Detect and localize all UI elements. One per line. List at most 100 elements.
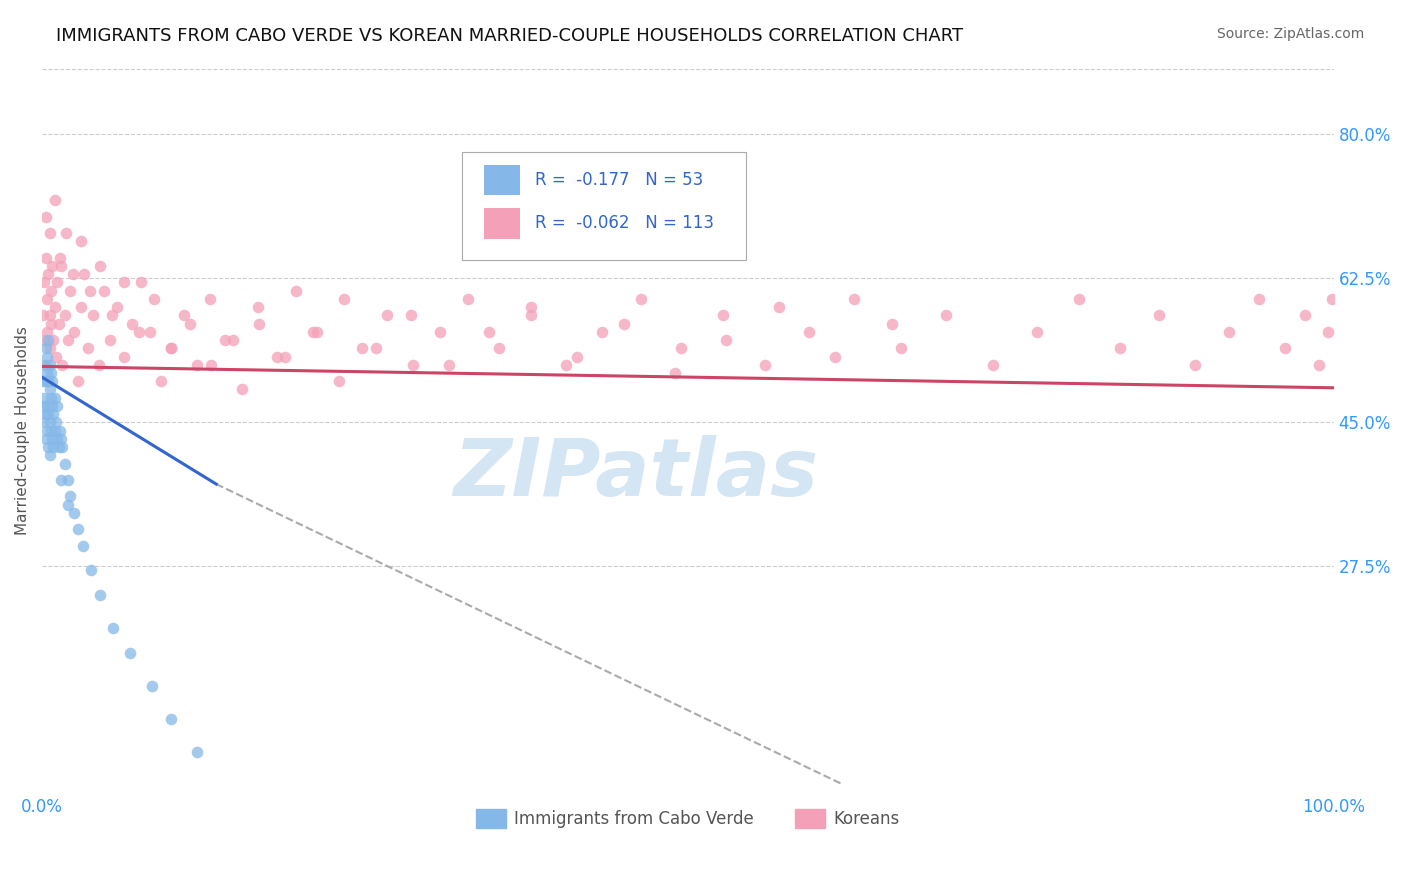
Point	[46, 276, 69, 290]
Point	[366, 341, 388, 355]
Point	[231, 383, 253, 397]
Point	[93, 284, 115, 298]
Point	[32, 399, 55, 413]
Point	[34, 358, 56, 372]
Point	[401, 358, 423, 372]
Point	[880, 317, 903, 331]
Point	[890, 341, 912, 355]
Point	[39, 424, 62, 438]
Text: R =  -0.062   N = 113: R = -0.062 N = 113	[536, 214, 714, 233]
Point	[34, 276, 56, 290]
Point	[141, 679, 163, 693]
Point	[35, 366, 58, 380]
Point	[66, 374, 89, 388]
Text: ZIPatlas: ZIPatlas	[454, 435, 818, 513]
Point	[66, 522, 89, 536]
Point	[42, 407, 65, 421]
Point	[1069, 292, 1091, 306]
Point	[53, 457, 76, 471]
Point	[160, 341, 183, 355]
Point	[89, 259, 111, 273]
Point	[34, 391, 56, 405]
Point	[35, 350, 58, 364]
Point	[186, 358, 208, 372]
Point	[401, 309, 423, 323]
Point	[981, 358, 1004, 372]
Point	[214, 333, 236, 347]
Point	[34, 374, 56, 388]
Point	[565, 350, 588, 364]
Point	[520, 300, 543, 314]
Point	[49, 424, 72, 438]
Point	[44, 193, 66, 207]
Point	[37, 333, 59, 347]
Point	[711, 309, 734, 323]
Point	[352, 341, 374, 355]
Point	[39, 317, 62, 331]
Point	[266, 350, 288, 364]
Point	[48, 317, 70, 331]
Point	[246, 300, 269, 314]
Point	[222, 333, 245, 347]
Point	[302, 325, 325, 339]
Point	[51, 259, 73, 273]
Point	[198, 292, 221, 306]
Point	[38, 383, 60, 397]
Point	[129, 276, 152, 290]
Point	[100, 309, 122, 323]
Point	[39, 284, 62, 298]
Point	[488, 341, 510, 355]
Point	[179, 317, 201, 331]
Point	[1294, 309, 1316, 323]
Point	[44, 424, 66, 438]
Point	[42, 440, 65, 454]
Point	[56, 498, 79, 512]
Point	[48, 440, 70, 454]
Point	[1147, 309, 1170, 323]
Point	[555, 358, 578, 372]
Point	[34, 210, 56, 224]
Point	[824, 350, 846, 364]
Point	[328, 374, 350, 388]
Point	[333, 292, 356, 306]
Text: IMMIGRANTS FROM CABO VERDE VS KOREAN MARRIED-COUPLE HOUSEHOLDS CORRELATION CHART: IMMIGRANTS FROM CABO VERDE VS KOREAN MAR…	[56, 27, 963, 45]
Point	[429, 325, 451, 339]
Point	[55, 226, 77, 240]
Point	[478, 325, 501, 339]
FancyBboxPatch shape	[461, 152, 745, 260]
Point	[114, 276, 136, 290]
Point	[173, 309, 195, 323]
Point	[1322, 292, 1344, 306]
Point	[114, 350, 136, 364]
Point	[37, 374, 59, 388]
Point	[200, 358, 222, 372]
Point	[754, 358, 776, 372]
Point	[46, 399, 69, 413]
Point	[32, 374, 55, 388]
Point	[77, 341, 100, 355]
Point	[37, 440, 59, 454]
Point	[41, 259, 63, 273]
Point	[630, 292, 652, 306]
Point	[118, 646, 141, 660]
Point	[613, 317, 636, 331]
Point	[51, 473, 73, 487]
Point	[1274, 341, 1296, 355]
Point	[62, 267, 84, 281]
Point	[63, 325, 86, 339]
Point	[35, 292, 58, 306]
Point	[591, 325, 613, 339]
Point	[82, 309, 104, 323]
Point	[32, 309, 55, 323]
Point	[80, 564, 103, 578]
Point	[671, 341, 693, 355]
Point	[39, 366, 62, 380]
Point	[44, 391, 66, 405]
Point	[51, 432, 73, 446]
Point	[51, 440, 73, 454]
Point	[149, 374, 172, 388]
Point	[105, 300, 128, 314]
Point	[121, 317, 143, 331]
Point	[56, 473, 79, 487]
Point	[79, 284, 101, 298]
